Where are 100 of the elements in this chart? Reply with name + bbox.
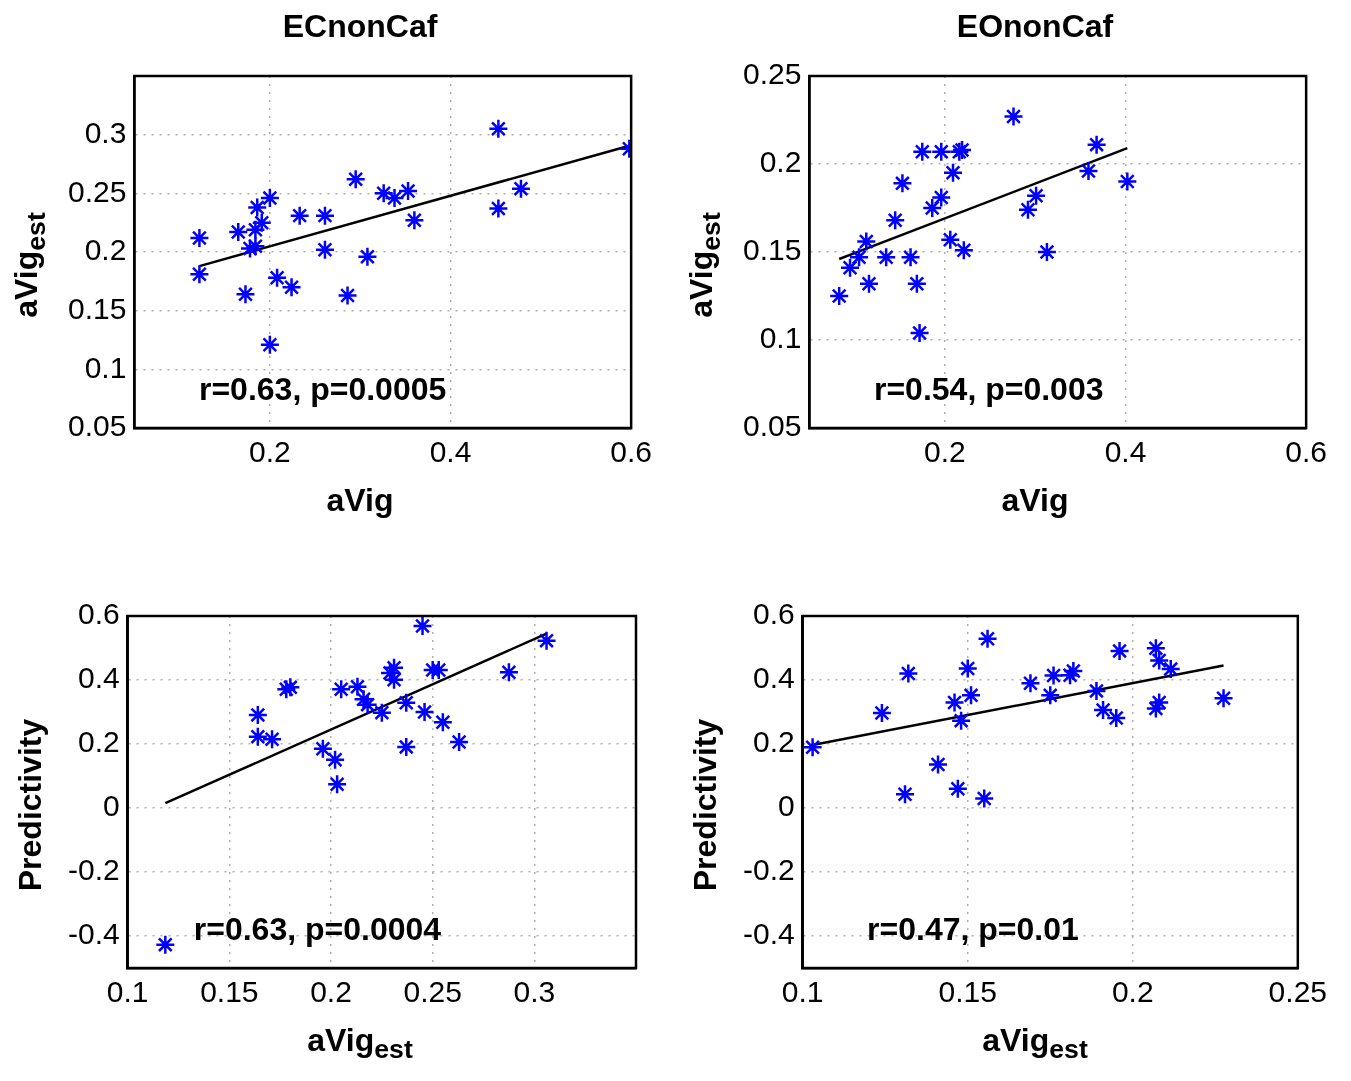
y-tick-label: 0.15 [743, 233, 802, 267]
point [448, 731, 470, 753]
point [432, 711, 454, 733]
x-tick-label: 0.1 [106, 975, 149, 1009]
point [314, 205, 336, 226]
annotation: r=0.63, p=0.0005 [198, 370, 447, 407]
point [324, 749, 346, 770]
point [414, 701, 435, 723]
point [1109, 640, 1130, 662]
point [892, 173, 913, 194]
y-tick-label: 0.2 [84, 233, 127, 267]
point [259, 187, 281, 209]
y-tick-label: -0.2 [67, 853, 120, 887]
point [337, 285, 358, 306]
point [266, 267, 288, 289]
point [498, 662, 520, 683]
y-tick-label: -0.4 [742, 917, 795, 951]
point [396, 736, 417, 758]
x-tick-label: 0.25 [403, 975, 462, 1009]
x-axis-title: aVig$_{est}$ [306, 1022, 414, 1066]
x-tick-label: 0.15 [200, 975, 259, 1009]
point [900, 247, 921, 268]
point [312, 738, 334, 760]
x-axis-title: aVig [325, 482, 395, 519]
y-tick-label: 0.25 [743, 57, 802, 91]
point [1148, 650, 1170, 671]
point [909, 322, 930, 344]
point [536, 630, 557, 651]
point [397, 180, 419, 202]
point [1117, 171, 1138, 192]
y-axis-title: Predictivity [11, 718, 49, 892]
y-tick-label: -0.2 [742, 853, 795, 887]
point [281, 276, 302, 298]
y-tick-label: 0.4 [77, 661, 120, 695]
point [940, 229, 961, 250]
point [828, 285, 850, 307]
annotation: r=0.63, p=0.0004 [193, 910, 442, 947]
point [488, 118, 509, 140]
point [326, 774, 348, 795]
point [404, 210, 425, 231]
point [189, 264, 210, 285]
point [944, 692, 965, 713]
point [1148, 692, 1170, 713]
point [371, 702, 393, 723]
y-tick-label: -0.4 [67, 917, 120, 951]
point [1025, 185, 1047, 206]
point [1213, 687, 1234, 709]
point [1003, 106, 1024, 127]
chart-title: ECnonCaf [281, 8, 439, 45]
point [921, 197, 943, 219]
x-tick-label: 0.25 [1268, 975, 1327, 1009]
y-tick-label: 0.1 [84, 350, 127, 384]
point [947, 778, 969, 800]
point [950, 710, 972, 731]
point [931, 141, 952, 162]
x-tick-label: 0.2 [924, 435, 966, 469]
point [384, 187, 405, 209]
point [942, 162, 964, 184]
point [1040, 685, 1061, 706]
point [875, 247, 897, 268]
x-tick-label: 0.1 [781, 975, 824, 1009]
point [973, 788, 995, 809]
point [1036, 241, 1058, 263]
x-tick-label: 0.6 [610, 435, 653, 469]
point [898, 663, 919, 684]
annotation: r=0.47, p=0.01 [867, 910, 1079, 947]
point [894, 783, 916, 805]
point [247, 704, 269, 726]
point [247, 726, 269, 747]
point [330, 679, 352, 700]
point [871, 702, 893, 724]
point [228, 221, 249, 243]
x-tick-label: 0.2 [310, 975, 352, 1009]
point [155, 934, 176, 955]
y-tick-label: 0.05 [743, 409, 802, 443]
point [977, 628, 998, 649]
point [373, 183, 394, 204]
point [858, 273, 880, 294]
point [510, 178, 532, 199]
point [1078, 160, 1099, 182]
x-tick-label: 0.3 [513, 975, 556, 1009]
y-tick-label: 0.2 [77, 725, 120, 759]
annotation: r=0.54, p=0.003 [873, 370, 1104, 407]
y-tick-label: 0.3 [84, 115, 127, 149]
point [396, 692, 417, 713]
y-tick-label: 0.05 [68, 409, 127, 443]
point [259, 334, 281, 355]
y-tick-label: 0.2 [752, 725, 795, 759]
y-tick-label: 0.15 [68, 291, 127, 325]
point [314, 239, 336, 260]
point [347, 676, 368, 697]
point [1043, 665, 1064, 686]
point [1160, 658, 1181, 680]
point [246, 197, 268, 218]
point [839, 257, 861, 279]
x-tick-label: 0.4 [1104, 435, 1147, 469]
y-tick-label: 0.1 [759, 321, 802, 355]
y-tick-label: 0.6 [77, 597, 120, 631]
point [927, 754, 949, 775]
point [884, 210, 906, 231]
